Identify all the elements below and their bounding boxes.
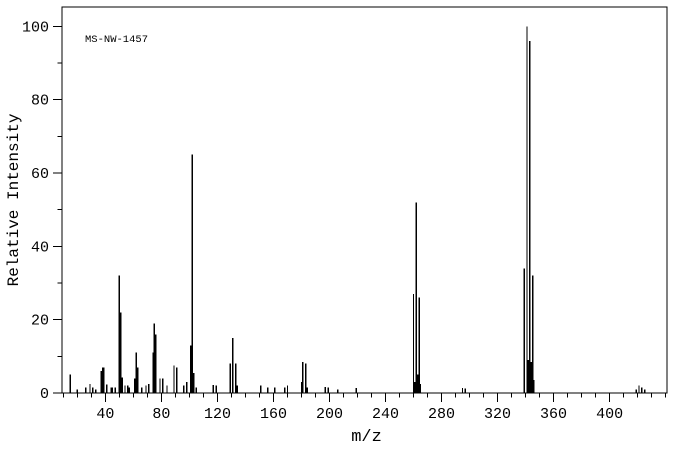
x-tick-label: 280	[428, 406, 455, 423]
y-tick-label: 20	[31, 313, 49, 330]
x-tick-label: 360	[540, 406, 567, 423]
y-tick-label: 40	[31, 239, 49, 256]
spectrum-id-label: MS-NW-1457	[85, 34, 148, 46]
y-tick-label: 80	[31, 93, 49, 110]
x-tick-label: 200	[316, 406, 343, 423]
x-tick-label: 120	[204, 406, 231, 423]
x-axis-label: m/z	[351, 428, 382, 447]
x-tick-label: 80	[152, 406, 170, 423]
x-tick-label: 400	[596, 406, 623, 423]
x-tick-label: 40	[96, 406, 114, 423]
x-tick-label: 160	[260, 406, 287, 423]
x-tick-label: 240	[372, 406, 399, 423]
y-tick-label: 100	[22, 19, 49, 36]
y-axis-label: Relative Intensity	[5, 113, 23, 286]
y-tick-label: 0	[40, 386, 49, 403]
axes-frame	[61, 6, 668, 394]
y-tick-label: 60	[31, 166, 49, 183]
x-tick-label: 320	[484, 406, 511, 423]
